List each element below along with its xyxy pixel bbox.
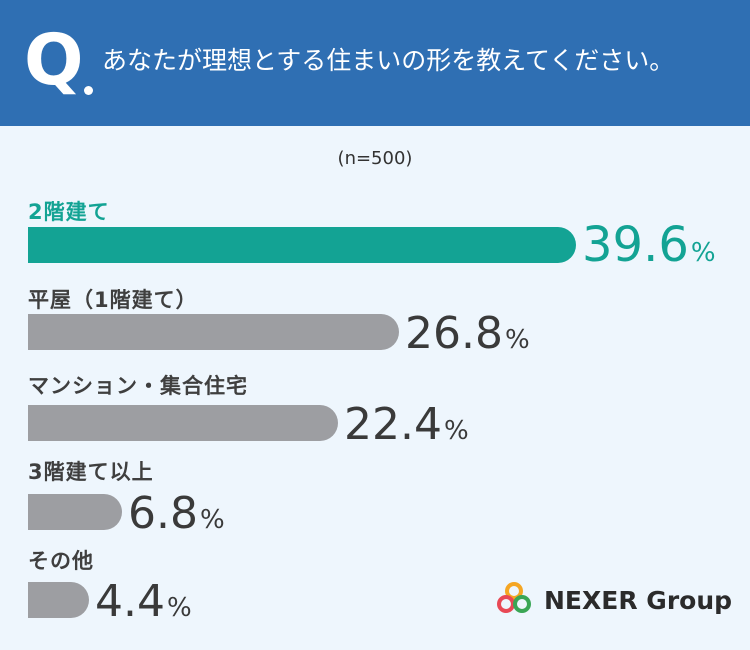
- bar-value-label: 39.6%: [582, 221, 716, 269]
- bar-value-unit: %: [690, 238, 716, 268]
- nexer-logo-icon: [497, 582, 531, 613]
- bar-value-unit: %: [199, 505, 225, 535]
- bar: [28, 227, 576, 263]
- q-dot: [84, 86, 93, 95]
- bar-value-label: 26.8%: [405, 312, 530, 356]
- sample-size: (n=500): [337, 148, 413, 169]
- bar-value-number: 22.4: [344, 399, 442, 450]
- bar-value-number: 39.6: [582, 217, 689, 273]
- logo-text: NEXER Group: [544, 586, 733, 615]
- bar-label: 平屋（1階建て）: [28, 288, 198, 312]
- bar-value-label: 22.4%: [344, 403, 469, 447]
- bar-value-number: 4.4: [95, 576, 165, 627]
- bar-value-unit: %: [504, 325, 530, 355]
- q-mark: Q: [24, 19, 84, 101]
- question-text: あなたが理想とする住まいの形を教えてください。: [102, 46, 675, 75]
- bar-value-number: 6.8: [128, 488, 198, 539]
- question-header: Q あなたが理想とする住まいの形を教えてください。: [0, 0, 750, 126]
- bar-value-label: 4.4%: [95, 580, 192, 624]
- bar: [28, 314, 399, 350]
- bar-value-unit: %: [443, 416, 469, 446]
- bar-value-number: 26.8: [405, 308, 503, 359]
- bar-label: 3階建て以上: [28, 460, 154, 484]
- bar: [28, 582, 89, 618]
- bar-label: その他: [28, 549, 94, 573]
- bar: [28, 405, 338, 441]
- bar-value-label: 6.8%: [128, 492, 225, 536]
- bar-value-unit: %: [166, 593, 192, 623]
- bar-label: 2階建て: [28, 200, 110, 224]
- bar: [28, 494, 122, 530]
- bar-label: マンション・集合住宅: [28, 374, 248, 398]
